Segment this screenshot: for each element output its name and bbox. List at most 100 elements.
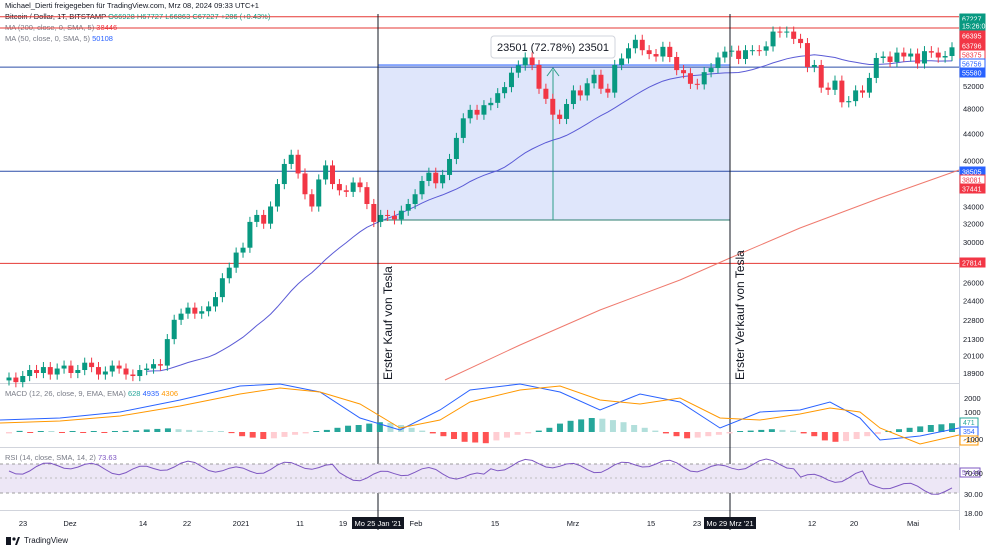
time-tick: 14: [139, 519, 147, 528]
candle-body: [632, 39, 638, 49]
candle-body: [660, 46, 666, 57]
macd-hist-bar: [196, 430, 203, 432]
time-tick: 23: [19, 519, 27, 528]
price-tag-box: [959, 30, 986, 41]
price-tick: 18900: [963, 369, 984, 378]
macd-hist-bar: [239, 432, 246, 437]
candle-body: [550, 98, 556, 115]
price-tick: 26000: [963, 279, 984, 288]
candle-body: [240, 247, 246, 253]
macd-hist-bar: [927, 425, 934, 432]
price-tag-box: [959, 20, 986, 31]
candle-body: [20, 376, 26, 383]
candle-body: [82, 362, 88, 371]
macd-hist-bar: [779, 429, 786, 432]
macd-hist-bar: [90, 431, 97, 432]
measure-label: 23501 (72.78%) 23501: [497, 42, 609, 54]
time-axis[interactable]: 23 Dez 14 22 2021 11 19 Feb 15 Mrz 15 23 12 20 Mai: [19, 519, 920, 528]
candle-body: [54, 368, 60, 375]
candle-body: [625, 48, 631, 59]
candle-body: [178, 313, 184, 320]
buy-date: Mo 25 Jan '21: [355, 519, 402, 528]
candle-body: [268, 206, 274, 224]
candle-body: [495, 93, 501, 103]
candle-body: [853, 90, 859, 102]
candle-body: [460, 118, 466, 138]
time-tick: 22: [183, 519, 191, 528]
macd-hist-bar: [419, 430, 426, 432]
candle-body: [701, 72, 707, 85]
macd-hist-bar: [588, 418, 595, 432]
price-tick: 22800: [963, 316, 984, 325]
macd-axis-n1000: -1000: [964, 435, 983, 444]
rsi-label[interactable]: RSI (14, close, SMA, 14, 2): [5, 453, 96, 462]
price-tag: 37441: [962, 187, 982, 194]
horizontal-lines: [0, 16, 959, 264]
ma50-label[interactable]: MA (50, close, 0, SMA, 5): [5, 34, 91, 43]
macd-hist-bar: [832, 432, 839, 442]
macd-hist-bar: [27, 432, 34, 433]
tradingview-logo-icon: [6, 536, 20, 545]
candle-body: [34, 370, 40, 373]
candle-body: [199, 311, 205, 314]
ma200-line: [444, 169, 960, 381]
ma200-legend: MA (200, close, 0, SMA, 5) 38446: [5, 23, 117, 32]
candle-body: [763, 46, 769, 51]
candle-body: [130, 374, 136, 377]
footer: TradingView: [6, 536, 68, 545]
candle-body: [674, 56, 680, 71]
macd-hist-bar: [768, 429, 775, 432]
candle-body: [412, 194, 418, 204]
candle-body: [467, 109, 473, 119]
macd-hist-bar: [800, 432, 807, 434]
candle-body: [116, 365, 122, 369]
macd-hist-bar: [843, 432, 850, 442]
candle-body: [729, 50, 735, 52]
candle-body: [811, 64, 817, 68]
macd-hist-bar: [525, 432, 532, 434]
candle-body: [529, 57, 535, 65]
measure-arrowhead: [546, 67, 560, 77]
macd-hist-bar: [6, 432, 12, 434]
macd-hist-bar: [567, 420, 574, 432]
ma50-line: [146, 54, 953, 372]
macd-hist-bar: [69, 431, 76, 432]
macd-hist-bar: [715, 432, 722, 435]
macd-hist-bar: [514, 432, 521, 435]
macd-label[interactable]: MACD (12, 26, close, 9, EMA, EMA): [5, 389, 126, 398]
rsi-tag-box: [959, 467, 981, 478]
macd-hist-bar: [546, 427, 553, 432]
ma50-path: [146, 54, 953, 372]
candle-body: [784, 31, 790, 33]
macd-hist-bar: [302, 432, 309, 434]
time-tick: Feb: [410, 519, 423, 528]
price-tag: 15:26:04: [962, 24, 989, 31]
candle-body: [577, 90, 583, 96]
candle-body: [921, 51, 927, 64]
ma200-label[interactable]: MA (200, close, 0, SMA, 5): [5, 23, 95, 32]
price-axis[interactable]: 18900 20100 21300 22800 24400 26000 30000 32000…: [963, 82, 984, 378]
candle-body: [928, 51, 934, 53]
measure-box[interactable]: [378, 65, 730, 220]
macd-hist-bar: [949, 423, 955, 432]
candle-body: [433, 172, 439, 184]
macd-hist-bar: [376, 422, 383, 432]
footer-brand[interactable]: TradingView: [24, 536, 69, 545]
macd-axis-2000: 2000: [964, 394, 981, 403]
candle-body: [887, 56, 893, 62]
candle-body: [508, 72, 514, 88]
buy-date-badge: [352, 517, 404, 529]
macd-hist-bar: [101, 432, 108, 433]
candle-body: [123, 368, 129, 375]
time-tick: Mrz: [567, 519, 580, 528]
rsi-axis-70: 70.00: [964, 469, 983, 478]
candle-body: [653, 54, 659, 57]
candle-body: [295, 154, 301, 174]
macd-axis-1000: 1000: [964, 408, 981, 417]
macd-hist-bar: [281, 432, 288, 437]
candle-body: [247, 221, 253, 248]
macd-hist-bar: [694, 432, 701, 438]
candle-body: [206, 306, 212, 312]
